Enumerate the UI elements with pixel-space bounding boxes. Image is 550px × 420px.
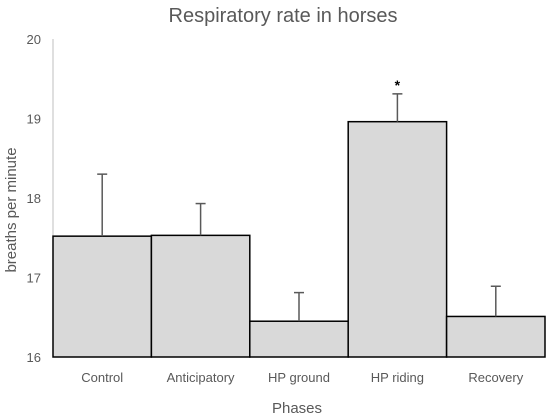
x-axis-label: Phases — [272, 400, 322, 417]
y-tick-label: 17 — [27, 271, 41, 286]
y-tick-label: 18 — [27, 191, 41, 206]
bar-anticipatory — [150, 234, 251, 358]
bar-hp-riding — [347, 120, 448, 358]
x-tick-label: Recovery — [468, 370, 523, 385]
x-tick-label: Control — [81, 370, 123, 385]
bar-control — [52, 235, 153, 358]
x-tick-label: HP riding — [371, 370, 424, 385]
plot-area: 16 17 18 19 20 Control Anticipatory HP ground HP… — [27, 32, 546, 385]
y-tick-label: 20 — [27, 32, 41, 47]
y-tick-label: 19 — [27, 112, 41, 127]
y-tick-label: 16 — [27, 350, 41, 365]
x-tick-label: HP ground — [268, 370, 330, 385]
significance-marker: * — [395, 77, 401, 93]
bar-hp-ground — [249, 320, 349, 358]
bar-recovery — [445, 315, 546, 358]
x-tick-label: Anticipatory — [167, 370, 235, 385]
y-axis-label: breaths per minute — [3, 147, 20, 272]
chart-title: Respiratory rate in horses — [169, 5, 398, 27]
